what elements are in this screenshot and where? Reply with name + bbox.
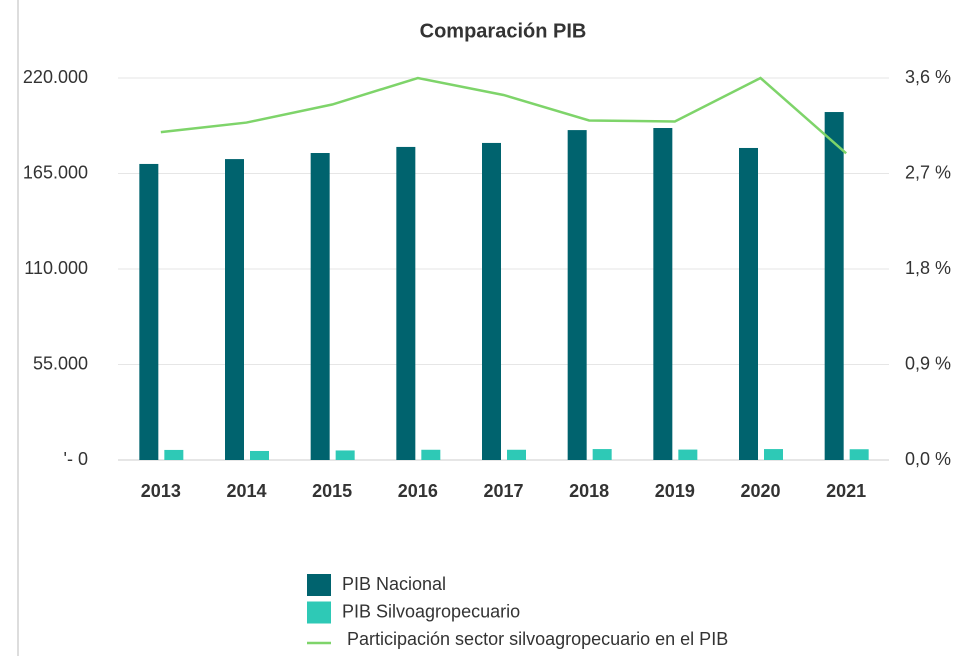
bar (507, 449, 526, 460)
bar (764, 449, 783, 460)
bar (739, 147, 758, 460)
y2-tick-label: 0,0 % (905, 449, 951, 469)
x-tick-label: 2021 (826, 481, 866, 501)
bar (592, 449, 612, 460)
x-tick-label: 2013 (141, 481, 181, 501)
legend-label: Participación sector silvoagropecuario e… (347, 629, 728, 649)
y-tick-label: 220.000 (23, 67, 88, 87)
y-tick-label: 165.000 (23, 162, 88, 182)
bar (225, 159, 244, 460)
y2-tick-label: 0,9 % (905, 353, 951, 373)
chart-title: Comparación PIB (420, 20, 587, 42)
bar (653, 128, 673, 461)
bar (310, 153, 330, 460)
x-tick-label: 2015 (312, 481, 352, 501)
x-tick-label: 2014 (226, 481, 266, 501)
legend-swatch (307, 574, 331, 596)
bar (567, 130, 587, 460)
x-tick-label: 2017 (483, 481, 523, 501)
y-tick-label: 110.000 (24, 258, 88, 278)
bar (164, 449, 184, 460)
x-tick-label: 2019 (655, 481, 695, 501)
bar (849, 449, 869, 460)
y-tick-label: '- 0 (64, 449, 88, 469)
bar (482, 142, 501, 460)
y2-tick-label: 3,6 % (905, 67, 951, 87)
legend-label: PIB Silvoagropecuario (342, 601, 520, 621)
x-tick-label: 2016 (398, 481, 438, 501)
legend-label: PIB Nacional (342, 574, 446, 594)
x-tick-label: 2020 (740, 481, 780, 501)
line (160, 76, 847, 155)
y2-tick-label: 1,8 % (905, 258, 951, 278)
bar (421, 449, 441, 460)
bar (335, 450, 355, 460)
bar (678, 449, 698, 460)
bar (250, 450, 269, 460)
legend-swatch (307, 601, 331, 624)
bar (139, 163, 159, 460)
bar (396, 146, 416, 460)
bar (824, 112, 844, 461)
y-tick-label: 55.000 (33, 353, 88, 373)
x-tick-label: 2018 (569, 481, 609, 501)
y2-tick-label: 2,7 % (905, 162, 951, 182)
